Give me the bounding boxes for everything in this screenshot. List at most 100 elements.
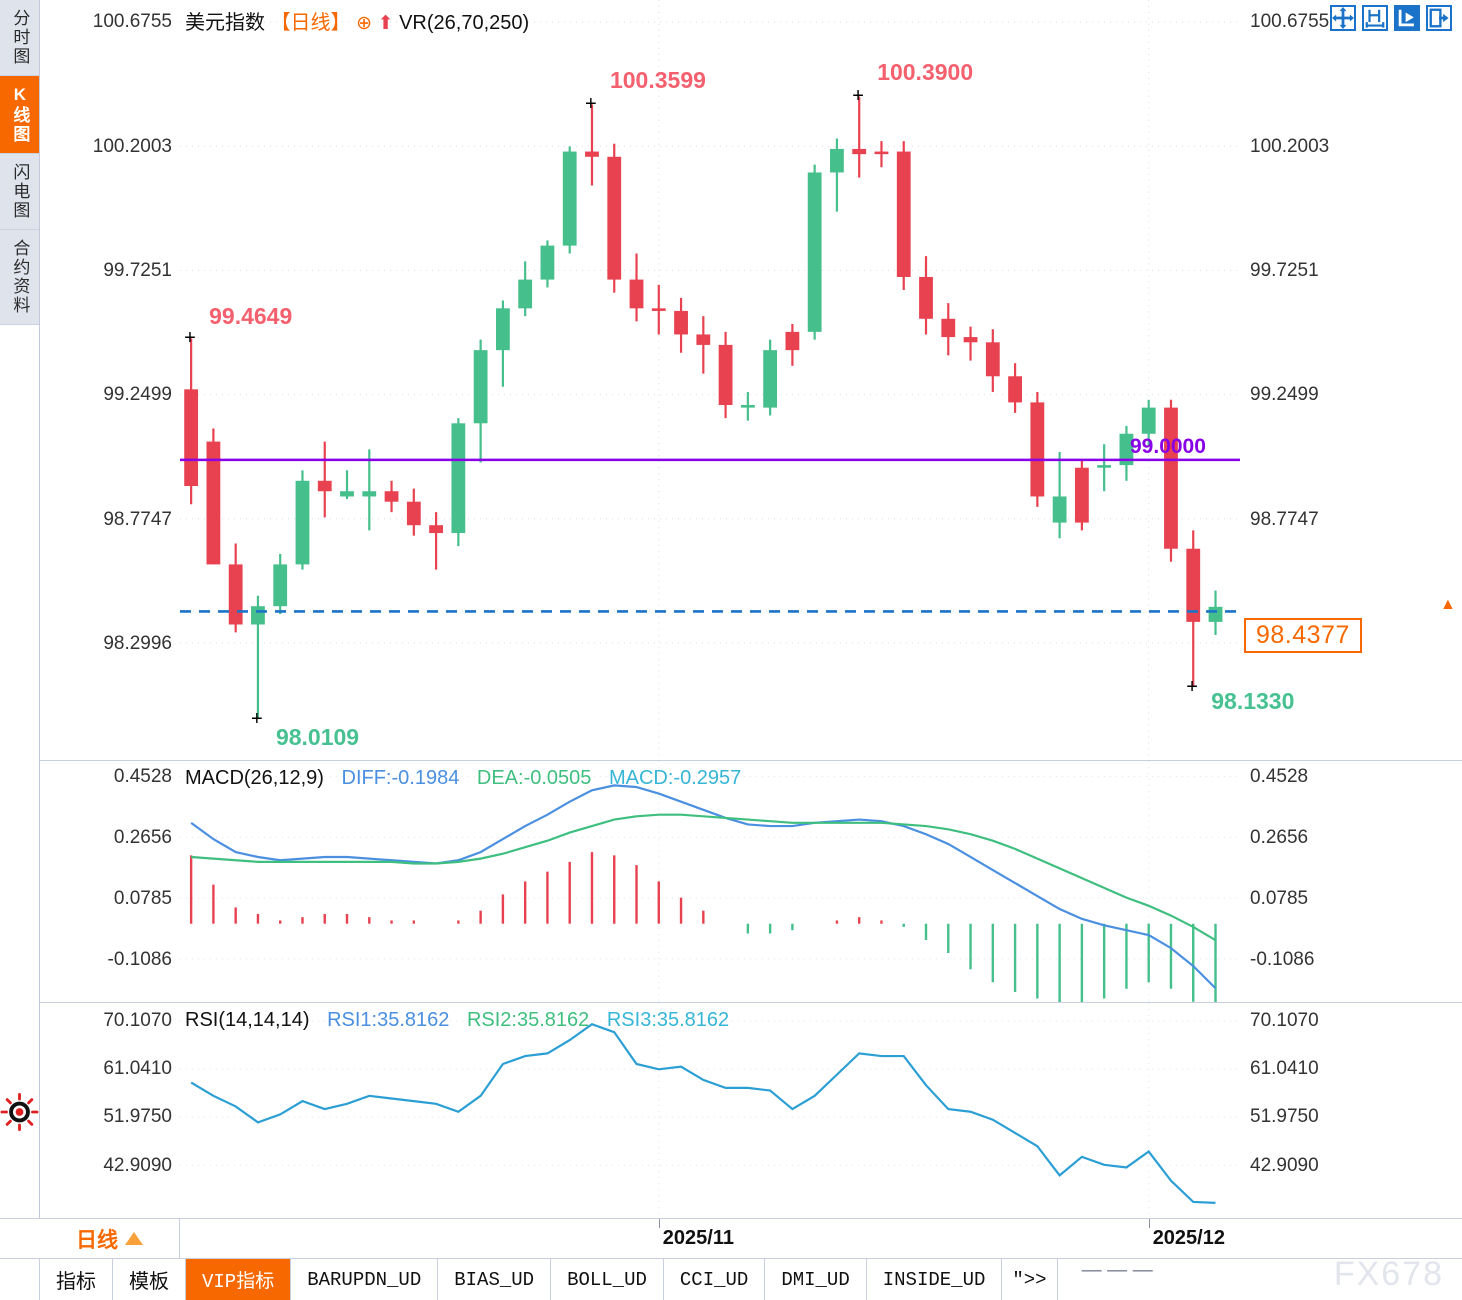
timeframe-label: 日线 [76,1228,118,1252]
left-sidebar: 分时图 K线图 闪电图 合约资料 [0,0,40,1218]
macd-panel: MACD(26,12,9) DIFF:-0.1984 DEA:-0.0505 M… [40,761,1462,1004]
period-label: 【日线】 [270,12,351,34]
macd-diff-label: DIFF:-0.1984 [341,767,460,790]
sidebar-item-contract-info[interactable]: 合约资料 [0,230,39,325]
axis-tick: 42.9090 [103,1154,172,1176]
macd-title: MACD(26,12,9) [185,767,324,790]
tab-list: 指标 模板 VIP指标 BARUPDN_UD BIAS_UD BOLL_UD CCI_UD D… [40,1259,1058,1300]
tab-boll-ud[interactable]: BOLL_UD [551,1259,664,1300]
axis-tick: 100.6755 [92,11,172,33]
axis-tick: 98.7747 [103,508,172,530]
annotation-first-high: 99.4649 [209,303,293,330]
macd-plot[interactable] [180,761,1240,1003]
up-arrow-icon: ⬆ [377,13,394,34]
rsi2-label: RSI2:35.8162 [466,1009,590,1032]
rsi1-label: RSI1:35.8162 [327,1009,450,1032]
price-up-arrow-icon: ▲ [1440,596,1456,614]
axis-tick: 42.9090 [1250,1154,1319,1176]
macd-panel-title: MACD(26,12,9) DIFF:-0.1984 DEA:-0.0505 M… [185,767,741,790]
axis-tick: 61.0410 [1250,1058,1319,1080]
zoom-region-icon[interactable] [1394,5,1420,31]
tabbar-filler: — — — [1058,1259,1462,1300]
x-axis-tick [1148,1219,1150,1228]
axis-tick: 0.0785 [1250,888,1309,910]
rsi-title: RSI(14,14,14) [185,1009,310,1032]
axis-tick: 100.2003 [92,135,172,157]
macd-axis-left: 0.4528 0.2656 0.0785 -0.1086 [40,761,180,1002]
rsi-plot[interactable] [180,1003,1240,1218]
x-axis-label: 2025/11 [662,1227,734,1249]
annotation-high-2: 100.3900 [877,58,974,85]
x-axis-label: 2025/12 [1152,1227,1225,1249]
time-axis-bar: 日线 2025/11 2025/12 [0,1218,1462,1258]
axis-tick: 0.4528 [113,765,172,787]
tab-indicators[interactable]: 指标 [40,1259,113,1300]
rsi-panel-title: RSI(14,14,14) RSI1:35.8162 RSI2:35.8162 … [185,1009,729,1032]
annotation-cross-marker: + [584,92,597,115]
tab-dmi-ud[interactable]: DMI_UD [765,1259,867,1300]
sun-settings-icon[interactable] [0,1006,39,1218]
tab-more[interactable]: ">> [1002,1259,1058,1300]
price-panel-title: 美元指数 【日线】 ⊕ ⬆ VR(26,70,250) [185,6,529,35]
rsi-panel: RSI(14,14,14) RSI1:35.8162 RSI2:35.8162 … [40,1003,1462,1218]
chart-tool-icons [1330,5,1452,31]
axis-tick: 0.4528 [1250,765,1309,787]
axis-tick: 0.0785 [113,888,172,910]
axis-tick: 0.2656 [113,827,172,849]
annotation-cross-marker: + [852,84,864,107]
axis-tick: 99.2499 [1250,384,1319,406]
axis-tick: 100.2003 [1250,135,1330,157]
tab-inside-ud[interactable]: INSIDE_UD [867,1259,1003,1300]
sidebar-item-kline[interactable]: K线图 [0,76,39,154]
axis-tick: 70.1070 [103,1010,172,1032]
axis-tick: -0.1086 [1250,949,1315,971]
x-axis-tick [658,1219,660,1228]
tab-bias-ud[interactable]: BIAS_UD [438,1259,552,1300]
sidebar-spacer [0,325,39,1000]
annotation-cross-marker: + [184,327,196,350]
rsi-axis-left: 70.1070 61.0410 51.9750 42.9090 [40,1003,180,1218]
sidebar-item-timeshare[interactable]: 分时图 [0,0,39,76]
jump-right-icon[interactable] [1426,5,1452,31]
axis-tick: 51.9750 [103,1106,172,1128]
axis-tick: 98.7747 [1250,508,1319,530]
axis-tick: 70.1070 [1250,1010,1319,1032]
tab-vip-indicators[interactable]: VIP指标 [186,1259,292,1300]
macd-axis-right: 0.4528 0.2656 0.0785 -0.1086 [1240,761,1462,1002]
price-plot[interactable] [180,0,1240,761]
axis-tick: -0.1086 [107,949,172,971]
macd-value-label: MACD:-0.2957 [608,767,742,790]
sun-settings-icon-wrap [0,1000,39,1218]
move-crosshair-icon[interactable] [1330,5,1356,31]
crosshair-target-icon[interactable]: ⊕ [356,13,373,34]
sidebar-item-lightning[interactable]: 闪电图 [0,154,39,230]
annotation-cross-marker: + [1186,675,1198,698]
timeframe-button[interactable]: 日线 [40,1219,180,1258]
tab-cci-ud[interactable]: CCI_UD [664,1259,766,1300]
rsi3-label: RSI3:35.8162 [606,1009,730,1032]
price-axis-left: 100.6755 100.2003 99.7251 99.2499 98.7747 98.… [40,0,180,760]
axis-tick: 0.2656 [1250,827,1309,849]
price-panel: 美元指数 【日线】 ⊕ ⬆ VR(26,70,250) [40,0,1462,762]
chart-area: 美元指数 【日线】 ⊕ ⬆ VR(26,70,250) [40,0,1462,1218]
axis-tick: 51.9750 [1250,1106,1319,1128]
indicator-label: VR(26,70,250) [399,12,530,34]
tab-barupdn-ud[interactable]: BARUPDN_UD [291,1259,439,1300]
annotation-low-2: 98.1330 [1211,687,1295,714]
axis-tick: 61.0410 [103,1058,172,1080]
tab-templates[interactable]: 模板 [113,1259,186,1300]
annotation-cross-marker: + [250,707,263,730]
macd-dea-label: DEA:-0.0505 [476,767,592,790]
annotation-low-1: 98.0109 [275,723,360,750]
measure-icon[interactable] [1362,5,1388,31]
axis-tick: 98.2996 [103,633,172,655]
axis-tick: 99.2499 [103,384,172,406]
symbol-label: 美元指数 [185,12,265,34]
axis-tick: 100.6755 [1250,11,1330,33]
annotation-high-1: 100.3599 [609,66,706,93]
rsi-axis-right: 70.1070 61.0410 51.9750 42.9090 [1240,1003,1462,1218]
last-price-badge[interactable]: 98.4377 [1244,618,1362,654]
hline-price-label: 99.0000 [1130,434,1206,458]
triangle-up-icon [125,1232,143,1245]
dashes-indicator: — — — [1081,1259,1153,1281]
